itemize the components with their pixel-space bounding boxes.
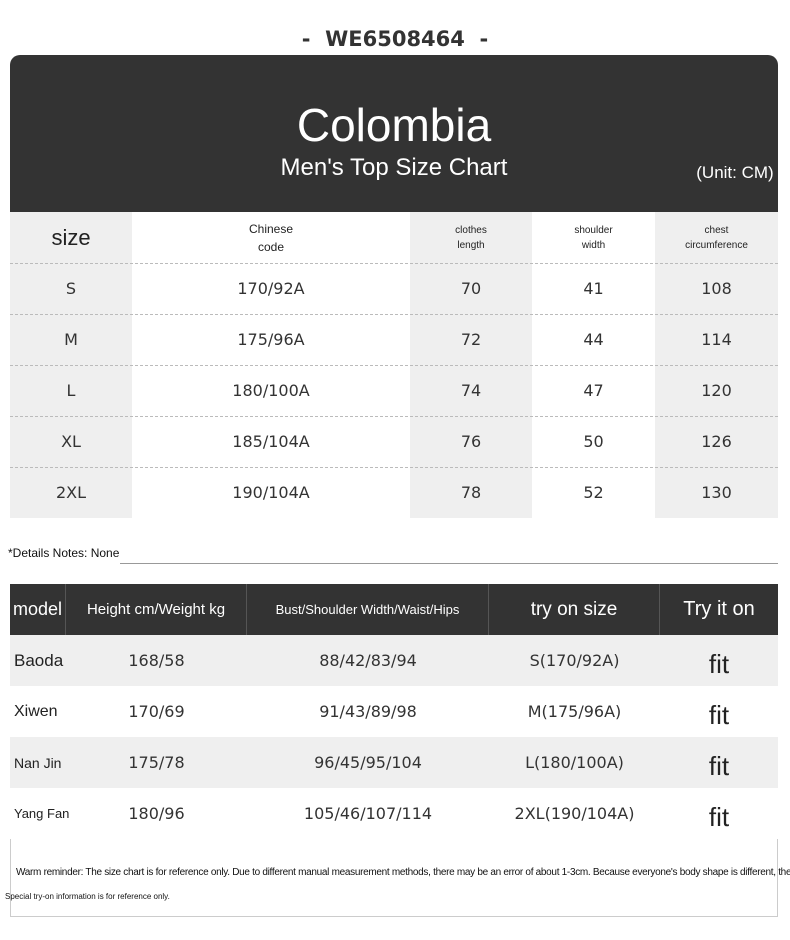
table-cell: 190/104A [232, 483, 310, 502]
table-cell: 91/43/89/98 [319, 702, 417, 721]
row-divider [10, 314, 778, 315]
table-cell: 114 [701, 330, 732, 349]
table-cell: 74 [460, 381, 482, 400]
table-cell: S(170/92A) [529, 651, 620, 670]
row-bg [10, 686, 778, 737]
table-cell: fit [708, 649, 730, 679]
special-note: Special try-on information is for refere… [5, 892, 170, 901]
table-cell: 2XL(190/104A) [514, 804, 635, 823]
table-cell: fit [708, 751, 730, 781]
row-divider [10, 416, 778, 417]
column-header: clothes length [455, 224, 487, 251]
table-cell: 120 [701, 381, 732, 400]
unit: (Unit: CM) [696, 163, 774, 182]
table-cell: 168/58 [128, 651, 185, 670]
column-header: shoulder width [574, 224, 613, 251]
row-bg [10, 788, 778, 839]
table-cell: fit [708, 802, 730, 832]
product-code: - WE6508464 - [301, 27, 489, 51]
table-cell: 170/92A [237, 279, 305, 298]
table-cell: 76 [460, 432, 482, 451]
reminder: Warm reminder: The size chart is for ref… [16, 867, 790, 878]
row-divider [10, 263, 778, 264]
column-header: Bust/Shoulder Width/Waist/Hips [247, 584, 489, 635]
table-cell: 78 [460, 483, 482, 502]
table-cell: M [64, 330, 78, 349]
notes-line [120, 563, 778, 564]
row-bg [10, 737, 778, 788]
column-header: Height cm/Weight kg [66, 584, 247, 635]
table-cell: Baoda [14, 650, 64, 670]
row-divider [10, 365, 778, 366]
column-header: size [51, 225, 91, 250]
table-cell: 180/96 [128, 804, 185, 823]
column-header: Try it on [683, 598, 755, 620]
table-cell: 185/104A [232, 432, 310, 451]
size-table: size Chinese code clothes length shoulder w… [10, 212, 778, 518]
table-cell: 44 [583, 330, 604, 349]
table-cell: 70 [460, 279, 482, 298]
row-bg [10, 635, 778, 686]
table-cell: 108 [701, 279, 732, 298]
table-cell: 2XL [55, 483, 87, 502]
brand: Colombia [296, 99, 492, 151]
table-cell: L(180/100A) [525, 753, 624, 772]
table-cell: fit [708, 700, 730, 730]
table-cell: S [65, 279, 77, 298]
table-cell: 130 [701, 483, 732, 502]
table-cell: 72 [460, 330, 482, 349]
model-table: model Height cm/Weight kg Bust/Shoulder Wi… [10, 584, 778, 839]
table-cell: 50 [583, 432, 604, 451]
table-cell: 96/45/95/104 [314, 753, 422, 772]
table-cell: XL [61, 432, 81, 451]
column-header: chest circumference [685, 224, 748, 251]
table-cell: Yang Fan [14, 806, 70, 821]
column-header: try on size [489, 584, 660, 635]
table-cell: 175/78 [128, 753, 185, 772]
table-cell: Nan Jin [14, 754, 62, 771]
table-cell: 105/46/107/114 [303, 804, 433, 823]
table-cell: 47 [583, 381, 604, 400]
row-divider [10, 467, 778, 468]
table-cell: M(175/96A) [527, 702, 622, 721]
header-bg [10, 584, 778, 635]
header-panel: Colombia Men's Top Size Chart (Unit: CM) [10, 55, 778, 212]
table-cell: Xiwen [14, 702, 58, 720]
reminder-box [10, 839, 778, 917]
table-cell: 88/42/83/94 [319, 651, 417, 670]
column-header: model [10, 584, 66, 635]
table-cell: 126 [701, 432, 732, 451]
table-cell: 175/96A [237, 330, 305, 349]
table-cell: 170/69 [128, 702, 185, 721]
table-cell: 180/100A [232, 381, 310, 400]
column-header: Chinese code [248, 221, 294, 254]
table-cell: L [66, 381, 76, 400]
subtitle: Men's Top Size Chart [280, 154, 508, 181]
table-cell: 52 [583, 483, 604, 502]
notes: *Details Notes: None [8, 546, 120, 560]
table-cell: 41 [583, 279, 604, 298]
